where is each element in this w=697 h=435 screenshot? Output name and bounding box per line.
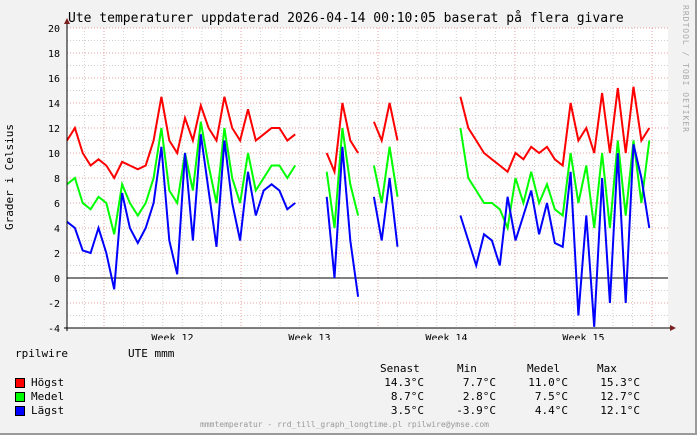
svg-text:Week 15: Week 15 bbox=[562, 333, 604, 340]
legend-label: Medel bbox=[31, 390, 65, 403]
svg-text:0: 0 bbox=[54, 274, 60, 285]
stat-value: 8.7°C bbox=[390, 390, 424, 403]
col-medel: Medel bbox=[527, 362, 561, 375]
blue-swatch-icon bbox=[15, 405, 25, 416]
legend-item-hogst: Högst bbox=[15, 376, 64, 389]
stat-value: -3.9°C bbox=[456, 404, 496, 417]
svg-text:4: 4 bbox=[54, 224, 60, 235]
stat-value: 2.8°C bbox=[462, 390, 496, 403]
svg-text:Week 12: Week 12 bbox=[151, 333, 193, 340]
svg-text:14: 14 bbox=[48, 99, 60, 110]
svg-text:12: 12 bbox=[48, 124, 60, 135]
svg-text:Week 14: Week 14 bbox=[425, 333, 467, 340]
rrdtool-watermark: RRDTOOL / TOBI OETIKER bbox=[681, 5, 690, 133]
svg-text:10: 10 bbox=[48, 149, 60, 160]
legend-sensor: UTE mmm bbox=[128, 347, 175, 360]
stat-value: 11.0°C bbox=[528, 376, 568, 389]
footer-credit: mmmtemperatur - rrd_till_graph_longtime.… bbox=[200, 420, 489, 429]
y-axis-label: Grader i Celsius bbox=[3, 124, 16, 230]
stat-value: 7.5°C bbox=[534, 390, 568, 403]
legend-item-lagst: Lägst bbox=[15, 404, 64, 417]
green-swatch-icon bbox=[15, 391, 25, 402]
stat-value: 4.4°C bbox=[534, 404, 568, 417]
svg-text:Week 13: Week 13 bbox=[288, 333, 330, 340]
stat-value: 12.1°C bbox=[600, 404, 640, 417]
svg-text:20: 20 bbox=[48, 24, 60, 35]
stat-value: 7.7°C bbox=[462, 376, 496, 389]
svg-text:16: 16 bbox=[48, 74, 60, 85]
col-max: Max bbox=[597, 362, 617, 375]
stat-value: 3.5°C bbox=[390, 404, 424, 417]
svg-text:6: 6 bbox=[54, 199, 60, 210]
svg-text:8: 8 bbox=[54, 174, 60, 185]
stat-value: 15.3°C bbox=[600, 376, 640, 389]
stat-value: 12.7°C bbox=[600, 390, 640, 403]
svg-text:2: 2 bbox=[54, 249, 60, 260]
legend-source: rpilwire bbox=[15, 347, 68, 360]
col-senast: Senast bbox=[380, 362, 420, 375]
svg-text:18: 18 bbox=[48, 49, 60, 60]
red-swatch-icon bbox=[15, 377, 25, 388]
col-min: Min bbox=[457, 362, 477, 375]
temperature-chart: -4 -2 0 2 4 6 8 10 12 14 16 18 20 Week 12 Week 13 Week … bbox=[48, 18, 676, 340]
legend-label: Lägst bbox=[31, 404, 65, 417]
svg-text:-4: -4 bbox=[48, 324, 60, 335]
legend-label: Högst bbox=[31, 376, 65, 389]
chart-title: Ute temperaturer uppdaterad 2026-04-14 0… bbox=[68, 11, 624, 26]
svg-text:-2: -2 bbox=[48, 299, 60, 310]
stat-value: 14.3°C bbox=[384, 376, 424, 389]
legend-item-medel: Medel bbox=[15, 390, 64, 403]
